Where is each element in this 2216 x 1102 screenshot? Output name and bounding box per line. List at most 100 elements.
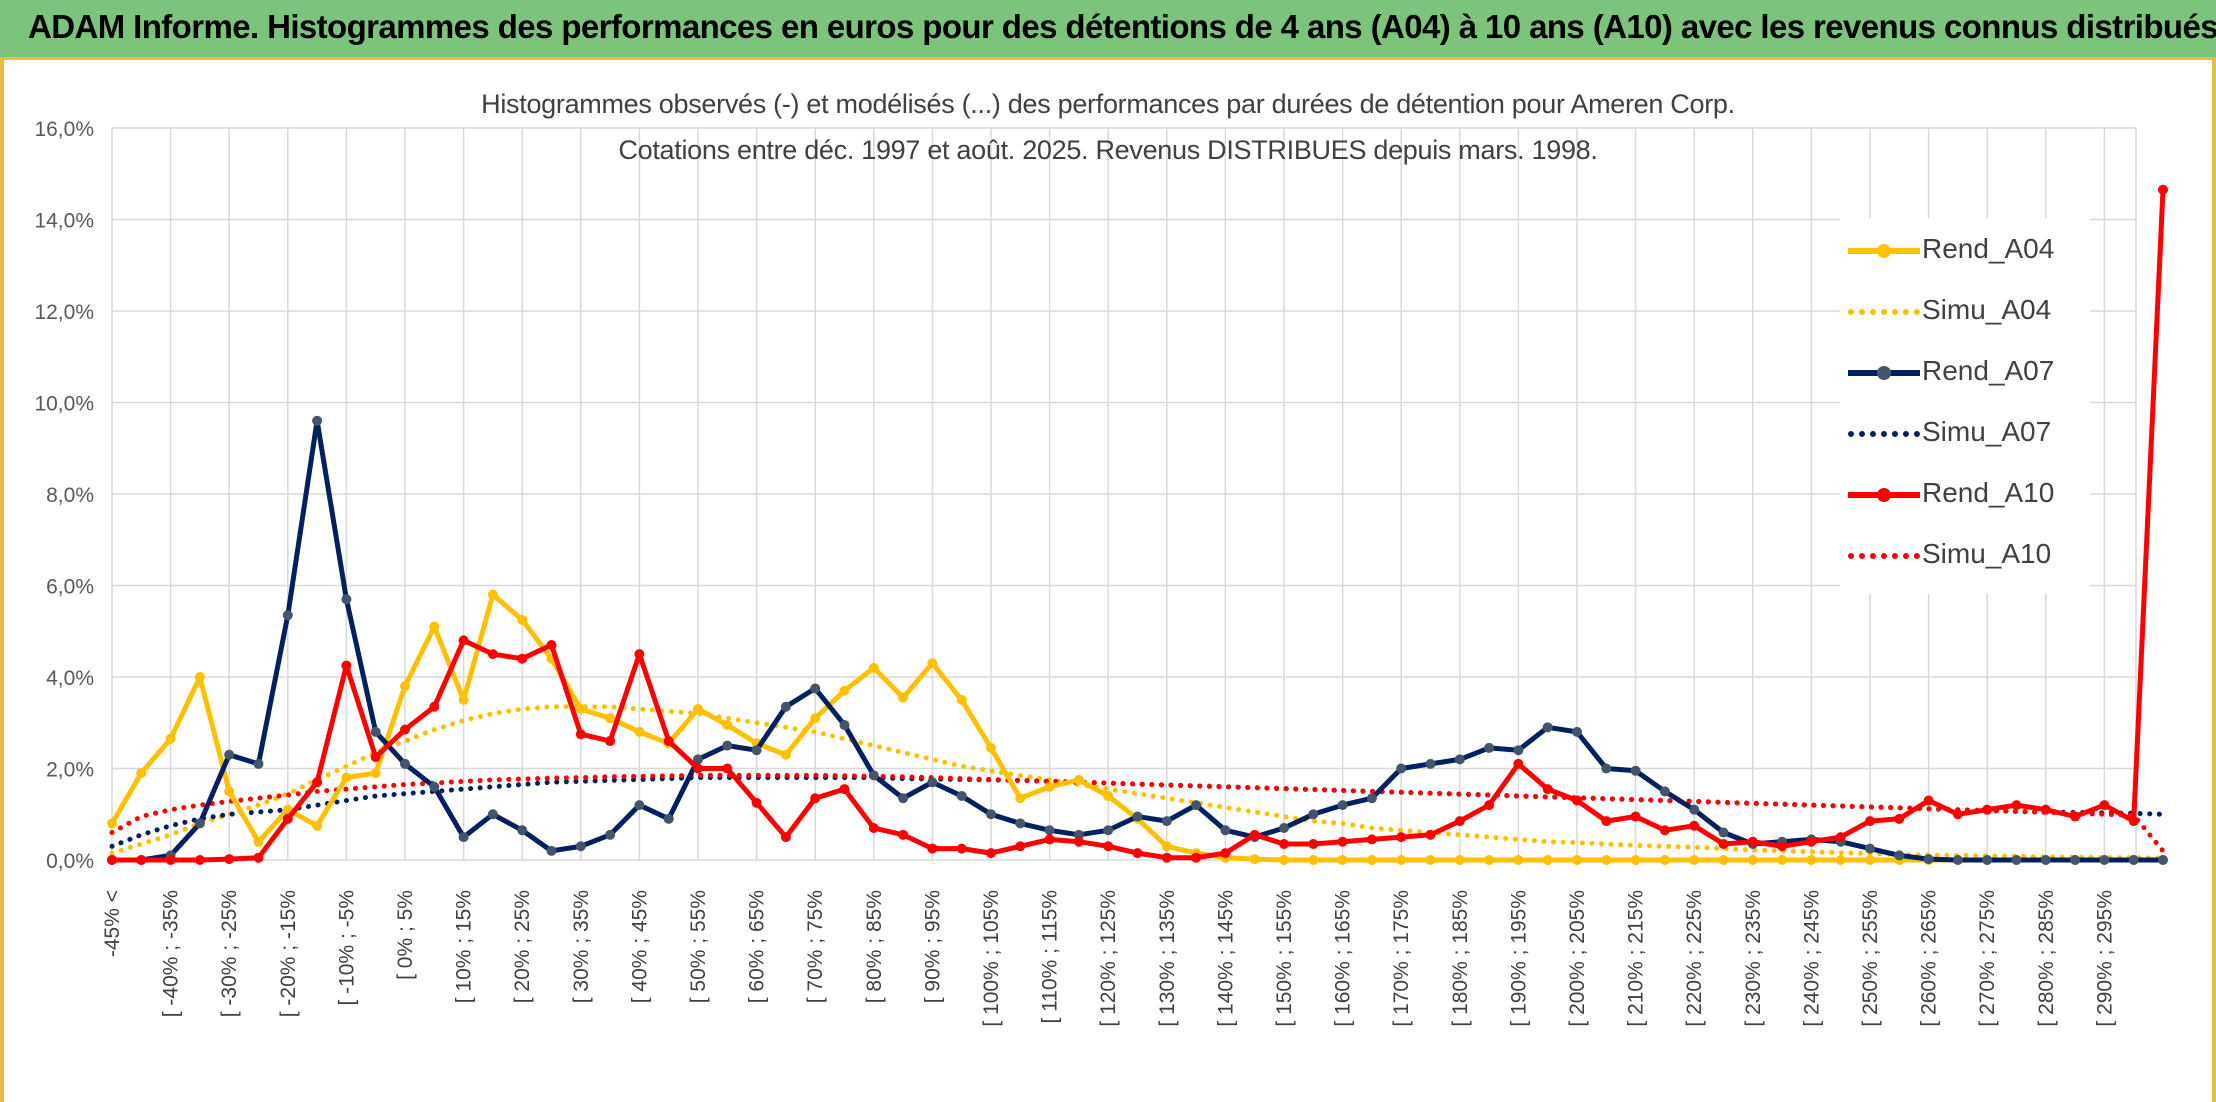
data-point: [1191, 852, 1202, 863]
data-point: [2128, 816, 2139, 827]
legend-label: Simu_A04: [1922, 294, 2052, 325]
grid-layer: [111, 127, 2137, 861]
data-point: [1454, 855, 1465, 865]
data-point: [1425, 758, 1436, 769]
data-point: [546, 639, 557, 650]
data-point: [1191, 800, 1202, 811]
data-point: [341, 594, 352, 605]
series-simu-a10: [109, 772, 2166, 854]
data-point: [1630, 811, 1641, 822]
data-point: [1425, 829, 1436, 840]
data-point: [810, 713, 821, 724]
data-point: [1659, 855, 1670, 865]
x-tick-label: [ 270% ; 275%: [1976, 890, 1999, 1027]
data-point: [2070, 811, 2081, 822]
data-point: [1601, 855, 1612, 865]
x-axis-labels: -45% < [ -40% ; -35% [ -30% ; -25% [ -20% ;…: [101, 890, 2116, 1027]
data-point: [370, 768, 381, 779]
data-point: [605, 736, 616, 747]
data-point: [1513, 758, 1524, 769]
data-point: [722, 740, 733, 751]
x-tick-label: [ 140% ; 145%: [1214, 890, 1237, 1027]
data-point: [605, 829, 616, 840]
data-point: [1777, 855, 1788, 865]
data-point: [370, 726, 381, 737]
x-tick-label: [ 240% ; 245%: [1800, 890, 1823, 1027]
x-tick-label: [ 80% ; 85%: [863, 890, 886, 1003]
data-point: [224, 854, 235, 865]
data-point: [1777, 841, 1788, 852]
data-point: [780, 832, 791, 843]
data-point: [1249, 854, 1260, 865]
legend-item: Rend_A10: [1840, 474, 2090, 514]
data-point: [1630, 855, 1641, 865]
data-point: [312, 777, 323, 788]
data-point: [282, 813, 293, 824]
chart-legend: Rend_A04 Simu_A04 Rend_A07 Simu_A07 Rend_A10…: [1840, 218, 2090, 594]
data-point: [1747, 836, 1758, 847]
x-tick-label: [ 10% ; 15%: [453, 890, 476, 1003]
data-point: [458, 832, 469, 843]
data-point: [429, 701, 440, 712]
data-point: [1366, 793, 1377, 804]
data-point: [2040, 804, 2051, 815]
data-point: [898, 692, 909, 703]
y-tick-label: 6,0%: [46, 576, 94, 599]
data-point: [1718, 855, 1729, 865]
data-point: [1132, 848, 1143, 859]
y-tick-label: 10,0%: [34, 393, 94, 416]
x-tick-label: [ 190% ; 195%: [1507, 890, 1530, 1027]
data-point: [722, 763, 733, 774]
data-point: [1718, 827, 1729, 838]
data-point: [517, 825, 528, 836]
data-point: [1337, 836, 1348, 847]
data-point: [1103, 790, 1114, 801]
data-point: [517, 614, 528, 625]
data-point: [253, 836, 264, 847]
data-point: [487, 649, 498, 660]
data-point: [312, 415, 323, 426]
data-point: [663, 736, 674, 747]
data-point: [956, 790, 967, 801]
legend-item: Rend_A04: [1840, 230, 2090, 270]
data-point: [2011, 800, 2022, 811]
data-point: [927, 843, 938, 854]
x-tick-label: [ 280% ; 285%: [2035, 890, 2058, 1027]
report-title: ADAM Informe. Histogrammes des performan…: [28, 8, 2216, 45]
series-line: [109, 704, 2166, 861]
data-point: [1366, 834, 1377, 845]
x-tick-label: [ -40% ; -35%: [160, 890, 183, 1017]
data-point: [1542, 784, 1553, 795]
data-point: [253, 758, 264, 769]
data-point: [1982, 804, 1993, 815]
y-tick-label: 8,0%: [46, 484, 94, 507]
data-point: [1718, 838, 1729, 849]
data-point: [1103, 825, 1114, 836]
data-point: [1044, 825, 1055, 836]
data-point: [282, 610, 293, 621]
data-point: [1542, 722, 1553, 733]
data-point: [575, 841, 586, 852]
x-tick-label: [ 70% ; 75%: [804, 890, 827, 1003]
data-point: [868, 822, 879, 833]
data-point: [1835, 832, 1846, 843]
data-point: [194, 672, 205, 682]
data-point: [1572, 795, 1582, 806]
data-point: [1015, 841, 1026, 852]
data-point: [2011, 855, 2022, 865]
data-point: [927, 777, 938, 788]
data-point: [429, 781, 440, 792]
x-tick-label: [ 110% ; 115%: [1039, 890, 1062, 1023]
y-tick-label: 4,0%: [46, 667, 94, 690]
data-point: [693, 754, 703, 765]
data-point: [341, 660, 352, 671]
header-banner: ADAM Informe. Histogrammes des performan…: [0, 0, 2216, 60]
data-point: [1308, 855, 1319, 865]
data-point: [1249, 829, 1260, 840]
data-point: [1132, 811, 1143, 822]
data-point: [341, 772, 352, 783]
x-tick-label: [ 150% ; 155%: [1273, 890, 1296, 1027]
data-point: [839, 685, 850, 696]
data-point: [136, 768, 147, 779]
x-tick-label: [ 20% ; 25%: [511, 890, 534, 1003]
